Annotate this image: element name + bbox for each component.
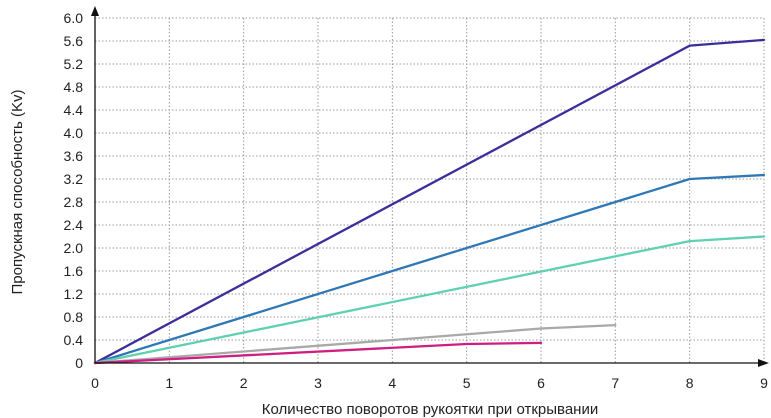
series-line-4: [93, 323, 617, 365]
x-tick-label: 9: [760, 375, 768, 391]
y-tick-label: 5.6: [64, 33, 84, 49]
y-tick-label: 0: [75, 355, 83, 371]
axes: [91, 6, 769, 367]
x-tick-label: 1: [165, 375, 173, 391]
y-tick-label: 5.2: [64, 56, 84, 72]
x-tick-label: 2: [240, 375, 248, 391]
x-tick-label: 6: [537, 375, 545, 391]
y-tick-label: 4.4: [64, 102, 84, 118]
y-tick-label: 0.8: [64, 309, 84, 325]
y-tick-label: 4.8: [64, 79, 84, 95]
series-group: [93, 38, 766, 365]
y-tick-labels: 0 0.4 0.8 1.2 1.6 2.0 2.4 2.8 3.2 3.6 4.0 4.4 4.8 5.2…: [64, 10, 84, 371]
y-axis-label: Пропускная способность (Kv): [9, 90, 26, 295]
x-axis-arrow: [758, 359, 769, 367]
x-tick-label: 7: [611, 375, 619, 391]
y-tick-label: 6.0: [64, 10, 84, 26]
x-tick-label: 4: [388, 375, 396, 391]
y-axis-arrow: [91, 6, 99, 16]
series-line-5: [93, 341, 543, 365]
y-tick-label: 1.6: [64, 263, 84, 279]
x-tick-label: 0: [91, 375, 99, 391]
x-axis-label: Количество поворотов рукоятки при открыв…: [262, 401, 598, 418]
x-tick-label: 5: [463, 375, 471, 391]
x-tick-label: 8: [686, 375, 694, 391]
y-tick-label: 3.2: [64, 171, 84, 187]
series-line-2: [93, 173, 766, 365]
series-line-1: [93, 38, 766, 365]
grid: [95, 17, 765, 363]
y-tick-label: 0.4: [64, 332, 84, 348]
y-tick-label: 2.0: [64, 240, 84, 256]
y-tick-label: 2.4: [64, 217, 84, 233]
y-tick-label: 1.2: [64, 286, 84, 302]
series-line-3: [93, 235, 766, 365]
y-tick-label: 2.8: [64, 194, 84, 210]
x-tick-labels: 0 1 2 3 4 5 6 7 8 9: [91, 375, 768, 391]
x-tick-label: 3: [314, 375, 322, 391]
y-tick-label: 4.0: [64, 125, 84, 141]
y-tick-label: 3.6: [64, 148, 84, 164]
